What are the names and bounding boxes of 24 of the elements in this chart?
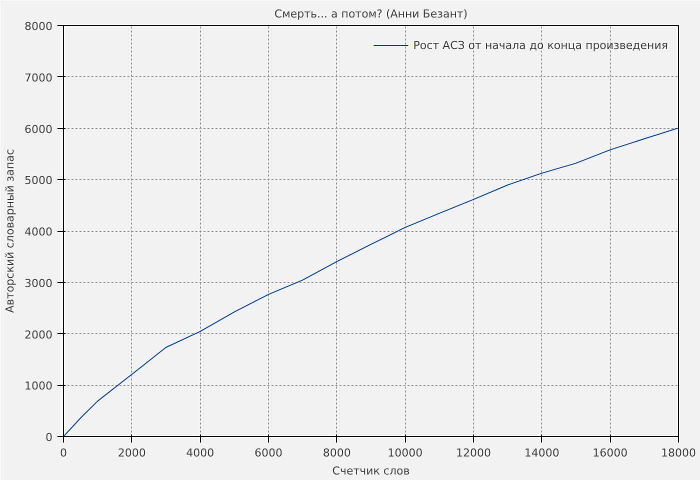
x-tick-label: 18000	[661, 446, 696, 460]
x-tick-label: 12000	[456, 446, 492, 460]
x-tick-label: 16000	[592, 446, 628, 460]
y-tick-label: 6000	[24, 122, 53, 136]
x-tick-label: 10000	[388, 446, 423, 460]
x-tick-label: 4000	[186, 446, 214, 460]
y-tick-label: 5000	[24, 174, 53, 188]
x-tick-label: 2000	[118, 446, 146, 460]
y-tick-label: 2000	[24, 328, 53, 342]
x-tick-label: 14000	[524, 446, 560, 460]
y-tick-label: 0	[46, 431, 52, 444]
x-axis-title: Счетчик слов	[332, 464, 410, 478]
x-tick-label: 8000	[322, 446, 351, 460]
x-tick-label: 6000	[254, 446, 283, 460]
y-axis-title: Авторский словарный запас	[4, 149, 17, 313]
x-tick-label: 0	[60, 446, 67, 460]
y-tick-label: 3000	[24, 276, 53, 290]
y-tick-label: 1000	[24, 380, 53, 393]
y-tick-label: 4000	[24, 226, 53, 238]
chart-title: Смерть... а потом? (Анни Безант)	[274, 8, 468, 20]
y-tick-label: 8000	[24, 20, 53, 33]
y-tick-label: 7000	[24, 71, 53, 84]
line-series	[64, 127, 678, 436]
legend-label: Рост АСЗ от начала до конца произведения	[413, 38, 668, 52]
